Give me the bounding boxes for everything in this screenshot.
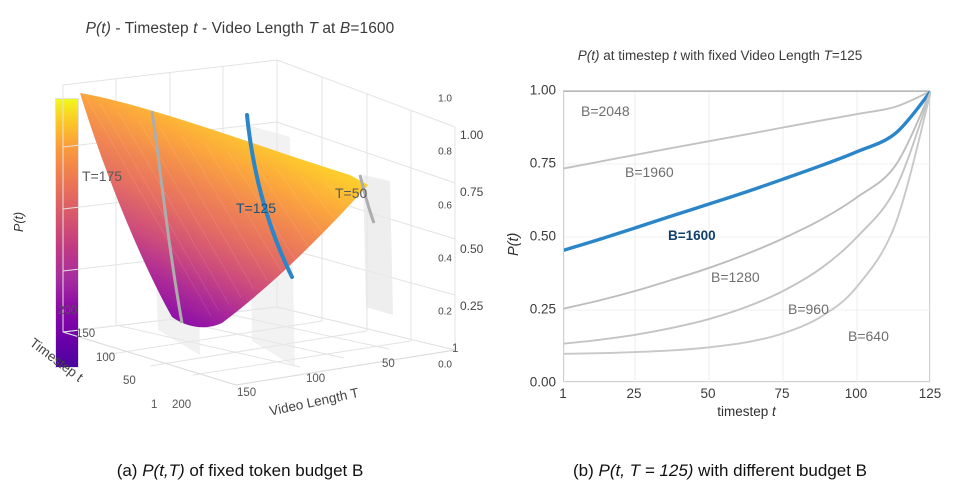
slice-label-T175: T=175 (82, 168, 123, 184)
plot-frame (563, 90, 931, 383)
title-b-part5: T (823, 48, 832, 63)
surface-3d-svg (62, 59, 456, 386)
x3d-tick-150: 150 (76, 328, 96, 340)
y3d-tick-50: 50 (382, 358, 395, 370)
y3d-tick-150: 150 (237, 387, 257, 399)
title-a-part7: B (339, 20, 351, 37)
caption-a-part2: P(t,T) (142, 461, 185, 480)
curve-B-1600 (564, 91, 931, 252)
y3d-tick-1: 1 (452, 343, 459, 355)
z3d-tick-025: 0.25 (460, 299, 484, 313)
colorbar-tick-6: 0.0 (438, 359, 452, 371)
y-tick-0.25: 0.25 (529, 301, 556, 317)
title-a-part4: - Video Length (197, 20, 309, 37)
x-axis-label-text: timestep (717, 404, 772, 419)
title-b-part3: t (673, 48, 677, 63)
line-chart-svg (564, 91, 931, 383)
panel-a-caption: (a) P(t,T) of fixed token budget B (0, 461, 480, 481)
x-axis-label: timestep t (717, 404, 776, 419)
colorbar-tick-4: 0.4 (438, 253, 452, 265)
colorbar-tick-1: 1.0 (438, 93, 452, 105)
annotation-B-1280: B=1280 (711, 269, 760, 286)
x-tick-75: 75 (774, 386, 790, 401)
annotation-B-2048: B=2048 (581, 102, 630, 119)
curve-B-640 (564, 91, 931, 355)
panel-b-line-chart: P(t) at timestep t with fixed Video Leng… (480, 0, 960, 487)
title-b-part4: with fixed Video Length (676, 48, 824, 63)
y3d-tick-100: 100 (306, 373, 326, 385)
title-b-part6: =125 (831, 48, 863, 63)
annotation-B-1600: B=1600 (668, 228, 716, 244)
slice-label-T50: T=50 (335, 185, 368, 201)
panel-b-caption: (b) P(t, T = 125) with different budget … (480, 461, 960, 481)
annotation-B-960: B=960 (788, 301, 829, 318)
title-b-part1: P(t) (577, 48, 600, 63)
title-a-part6: at (317, 20, 340, 37)
title-a-part1: P(t) (85, 20, 111, 37)
annotation-B-640: B=640 (848, 327, 889, 344)
x3d-tick-200: 200 (58, 305, 78, 317)
colorbar-gradient (55, 98, 79, 368)
colorbar-tick-3: 0.6 (438, 200, 452, 212)
x-tick-125: 125 (918, 386, 942, 401)
annotation-B-1960: B=1960 (625, 164, 674, 181)
curve-B-1280 (564, 91, 931, 310)
x3d-tick-100: 100 (96, 352, 116, 364)
colorbar-tick-2: 0.8 (438, 146, 452, 158)
caption-b-part3: with different budget B (693, 461, 868, 480)
curve-B-1960 (564, 91, 931, 170)
y3d-tick-200: 200 (172, 399, 192, 411)
caption-a-part1: (a) (116, 461, 143, 480)
x-tick-1: 1 (559, 386, 567, 401)
x-tick-100: 100 (844, 386, 868, 401)
title-a-part5: T (308, 20, 318, 37)
slice-label-T125: T=125 (236, 200, 277, 216)
z3d-tick-075: 0.75 (460, 185, 484, 199)
y-tick-0.75: 0.75 (529, 155, 556, 171)
y-tick-0.00: 0.00 (529, 374, 556, 390)
title-a-part8: =1600 (350, 20, 395, 37)
title-a-part3: t (193, 20, 198, 37)
caption-a-part3: of fixed token budget B (184, 461, 364, 480)
title-b-part2: at timestep (599, 48, 673, 63)
title-a-part2: - Timestep (110, 20, 194, 37)
panel-a-title: P(t) - Timestep t - Video Length T at B=… (0, 20, 480, 38)
curve-B-960 (564, 91, 931, 345)
slice-plane-T50 (363, 175, 393, 315)
panel-a-3d-surface: P(t) - Timestep t - Video Length T at B=… (0, 20, 484, 481)
x3d-tick-1: 1 (151, 399, 158, 411)
y-tick-1.00: 1.00 (529, 82, 556, 98)
z3d-tick-050: 0.50 (460, 242, 484, 256)
x3d-tick-50: 50 (123, 375, 136, 387)
z3d-tick-100: 1.00 (460, 128, 484, 142)
panel-b-title: P(t) at timestep t with fixed Video Leng… (480, 48, 960, 63)
colorbar-tick-5: 0.2 (438, 306, 452, 318)
x-tick-25: 25 (626, 386, 642, 401)
caption-b-part1: (b) (572, 461, 599, 480)
caption-b-part2: P(t, T = 125) (598, 461, 694, 480)
slice-curve-T125-highlight (245, 113, 294, 279)
slice-curve-T50 (358, 174, 376, 224)
y-tick-0.50: 0.50 (529, 228, 556, 244)
slice-curve-T175 (150, 110, 184, 324)
x-tick-50: 50 (700, 386, 716, 401)
